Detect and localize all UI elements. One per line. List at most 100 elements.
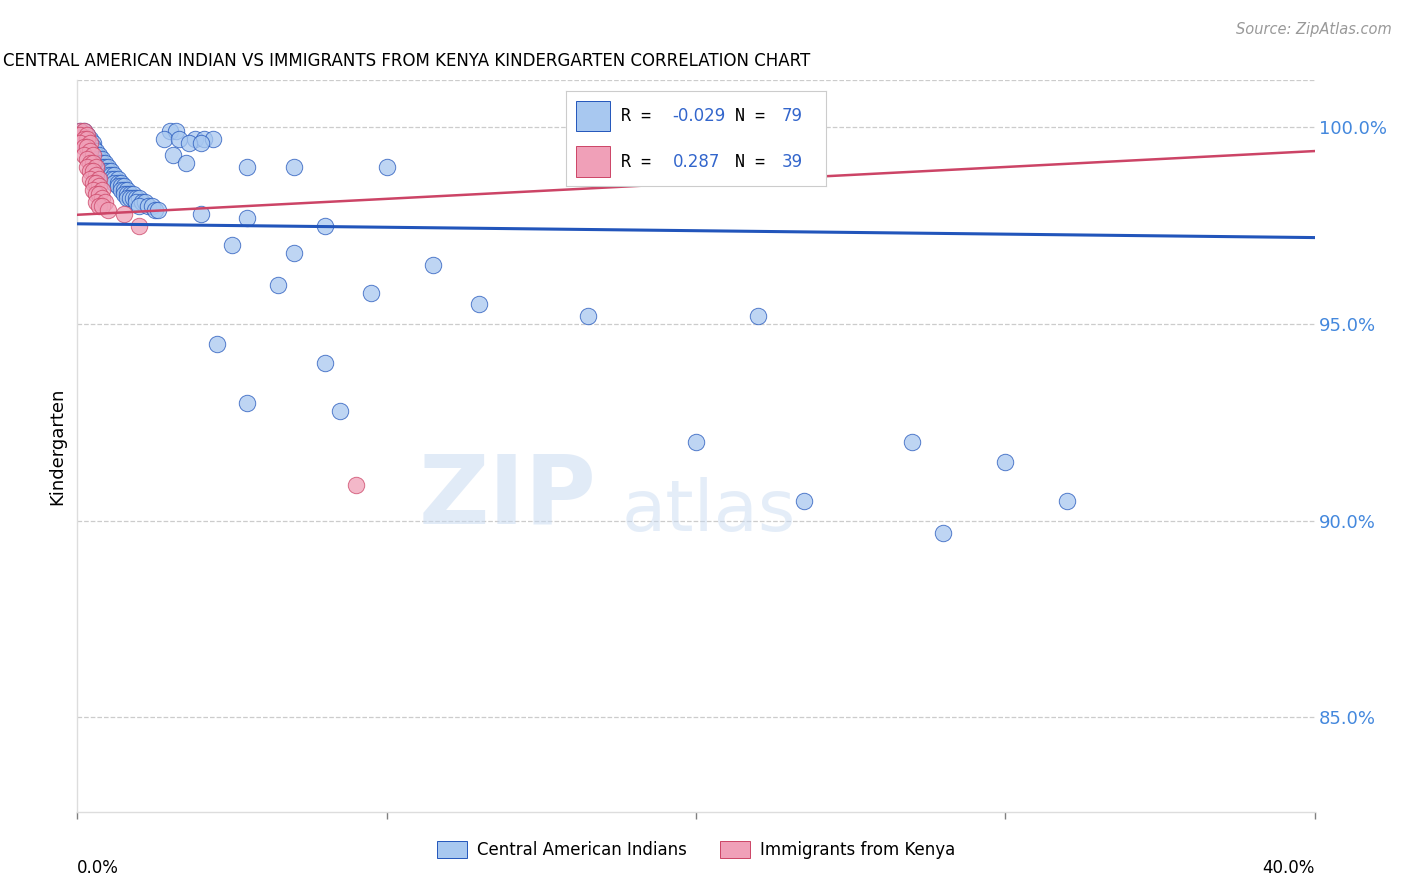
Point bbox=[236, 396, 259, 410]
Point bbox=[236, 211, 259, 225]
Text: N =: N = bbox=[735, 107, 775, 125]
Point bbox=[360, 285, 382, 300]
Point bbox=[107, 179, 129, 194]
Point bbox=[76, 140, 98, 154]
Point bbox=[159, 124, 181, 138]
Text: -0.029: -0.029 bbox=[672, 107, 725, 125]
Point bbox=[79, 136, 101, 151]
Point bbox=[76, 128, 98, 143]
Point bbox=[103, 176, 125, 190]
Point bbox=[82, 148, 104, 162]
Point bbox=[115, 191, 138, 205]
Point bbox=[84, 176, 107, 190]
Point bbox=[87, 152, 110, 166]
Point bbox=[84, 187, 107, 202]
Point bbox=[202, 132, 225, 146]
Point bbox=[110, 179, 132, 194]
Point bbox=[84, 148, 107, 162]
Text: N =: N = bbox=[735, 153, 775, 170]
Point bbox=[69, 128, 91, 143]
Point bbox=[100, 168, 122, 182]
Point bbox=[793, 494, 815, 508]
Point bbox=[79, 171, 101, 186]
Point bbox=[115, 187, 138, 202]
Point bbox=[112, 207, 135, 221]
Point bbox=[141, 199, 163, 213]
Point bbox=[76, 128, 98, 143]
Point bbox=[314, 219, 336, 233]
Point bbox=[82, 183, 104, 197]
Point bbox=[84, 195, 107, 210]
Text: ZIP: ZIP bbox=[419, 450, 598, 544]
Point bbox=[97, 160, 120, 174]
Point bbox=[576, 310, 599, 324]
Point bbox=[82, 148, 104, 162]
Point bbox=[72, 124, 94, 138]
Point bbox=[190, 207, 212, 221]
Point bbox=[72, 140, 94, 154]
Point bbox=[91, 191, 114, 205]
Point bbox=[344, 478, 367, 492]
Point bbox=[87, 179, 110, 194]
Point bbox=[87, 148, 110, 162]
Point bbox=[103, 168, 125, 182]
Point bbox=[79, 163, 101, 178]
Point bbox=[190, 136, 212, 151]
Point bbox=[329, 403, 352, 417]
Point bbox=[91, 152, 114, 166]
Point bbox=[283, 246, 305, 260]
Point bbox=[169, 132, 191, 146]
Point bbox=[69, 136, 91, 151]
Point bbox=[84, 160, 107, 174]
Point bbox=[118, 187, 141, 202]
Point bbox=[236, 160, 259, 174]
Y-axis label: Kindergarten: Kindergarten bbox=[48, 387, 66, 505]
Point bbox=[91, 156, 114, 170]
Point bbox=[468, 297, 491, 311]
Point bbox=[1056, 494, 1078, 508]
Point bbox=[72, 148, 94, 162]
Point bbox=[87, 171, 110, 186]
Point bbox=[82, 136, 104, 151]
Bar bbox=[576, 146, 610, 177]
Point bbox=[125, 195, 148, 210]
Point bbox=[72, 136, 94, 151]
Point bbox=[221, 238, 243, 252]
Point bbox=[69, 124, 91, 138]
Text: 79: 79 bbox=[782, 107, 803, 125]
Point bbox=[82, 163, 104, 178]
Point bbox=[184, 132, 207, 146]
Point bbox=[747, 310, 769, 324]
Point bbox=[128, 199, 150, 213]
Point bbox=[91, 160, 114, 174]
Text: 39: 39 bbox=[782, 153, 803, 170]
Point bbox=[97, 168, 120, 182]
Point bbox=[125, 191, 148, 205]
Point bbox=[143, 202, 166, 217]
Point bbox=[100, 163, 122, 178]
Text: 0.287: 0.287 bbox=[672, 153, 720, 170]
Point bbox=[177, 136, 200, 151]
Point bbox=[76, 136, 98, 151]
Point bbox=[122, 191, 145, 205]
Point bbox=[112, 187, 135, 202]
Point bbox=[72, 124, 94, 138]
Point bbox=[94, 195, 117, 210]
Point bbox=[107, 176, 129, 190]
Point bbox=[72, 132, 94, 146]
Bar bbox=[576, 101, 610, 131]
Point bbox=[174, 156, 197, 170]
Point bbox=[205, 336, 228, 351]
Point bbox=[131, 195, 153, 210]
Point bbox=[84, 152, 107, 166]
Point bbox=[162, 148, 184, 162]
Point bbox=[112, 183, 135, 197]
Point bbox=[146, 202, 169, 217]
Point bbox=[79, 144, 101, 158]
Point bbox=[72, 132, 94, 146]
Point bbox=[138, 199, 160, 213]
Point bbox=[84, 168, 107, 182]
Point bbox=[110, 176, 132, 190]
Point bbox=[82, 156, 104, 170]
Text: CENTRAL AMERICAN INDIAN VS IMMIGRANTS FROM KENYA KINDERGARTEN CORRELATION CHART: CENTRAL AMERICAN INDIAN VS IMMIGRANTS FR… bbox=[3, 53, 810, 70]
